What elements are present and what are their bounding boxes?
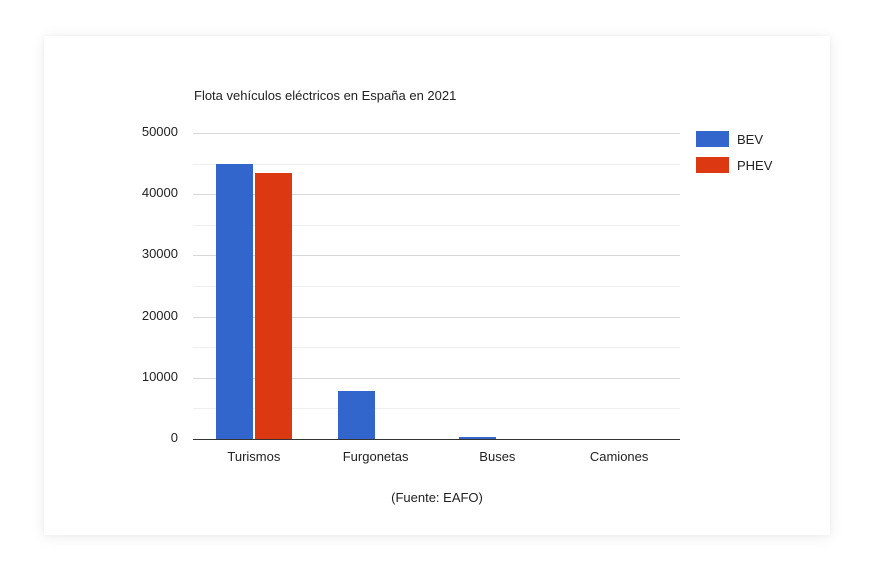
legend-label-bev: BEV xyxy=(737,131,764,147)
gridline-major xyxy=(193,133,680,134)
legend-item-bev: BEV xyxy=(696,131,763,147)
y-tick-label: 10000 xyxy=(141,369,178,384)
legend-swatch-phev xyxy=(696,157,729,173)
legend-label-phev: PHEV xyxy=(737,157,773,173)
x-axis-line xyxy=(193,439,680,440)
y-tick-label: 0 xyxy=(170,430,178,445)
chart-card xyxy=(44,36,830,535)
y-tick-label: 30000 xyxy=(141,246,178,261)
bar-bev-turismos xyxy=(215,163,253,439)
legend-item-phev: PHEV xyxy=(696,157,772,173)
bar-bev-buses xyxy=(459,437,497,439)
x-tick-label: Furgonetas xyxy=(342,449,409,464)
gridline-minor xyxy=(193,347,680,348)
gridline-major xyxy=(193,194,680,195)
gridline-major xyxy=(193,378,680,379)
x-tick-label: Turismos xyxy=(227,449,281,464)
gridline-minor xyxy=(193,225,680,226)
gridline-minor xyxy=(193,408,680,409)
source-annotation: (Fuente: EAFO) xyxy=(391,490,483,505)
gridline-major xyxy=(193,255,680,256)
x-tick-label: Buses xyxy=(479,449,516,464)
y-tick-label: 20000 xyxy=(141,308,178,323)
gridline-minor xyxy=(193,164,680,165)
x-tick-label: Camiones xyxy=(589,449,649,464)
legend-swatch-bev xyxy=(696,131,729,147)
gridline-minor xyxy=(193,286,680,287)
bar-phev-turismos xyxy=(254,172,292,439)
y-tick-label: 50000 xyxy=(141,124,178,139)
chart-title: Flota vehículos eléctricos en España en … xyxy=(194,88,457,103)
y-tick-label: 40000 xyxy=(141,185,178,200)
gridline-major xyxy=(193,317,680,318)
bar-bev-furgonetas xyxy=(337,391,375,439)
